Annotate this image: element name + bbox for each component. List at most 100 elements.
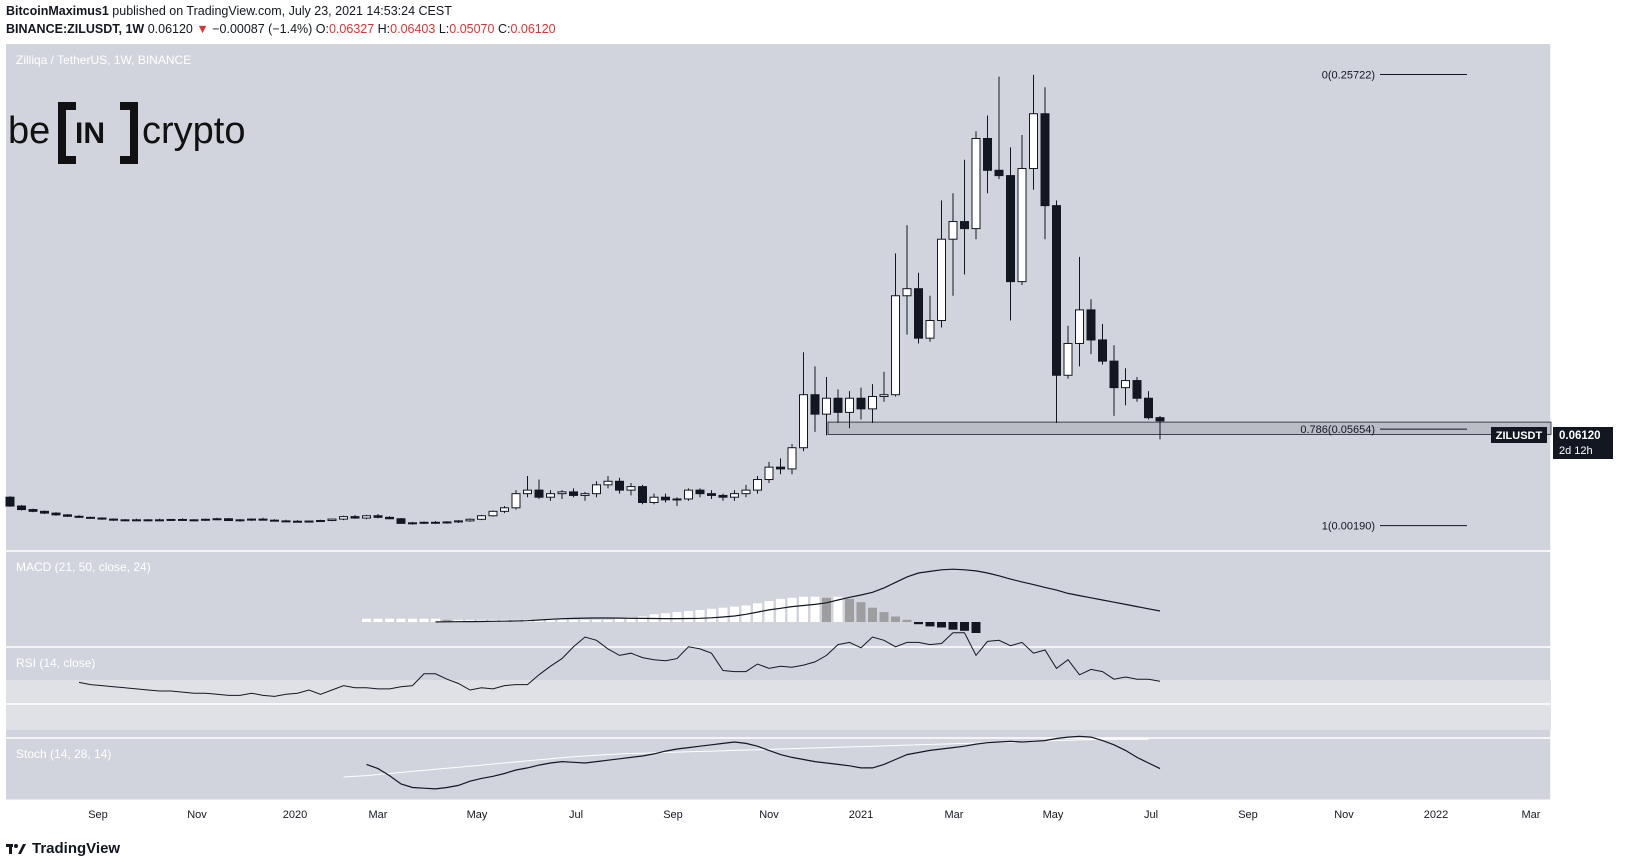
pane-title: Zilliqa / TetherUS, 1W, BINANCE — [16, 53, 191, 67]
price-axis-ticks: 0.26000 0.24000 0.22000 0.20000 0.18000 0.160… — [1560, 65, 1600, 536]
price-tick-label: 0.26000 — [1560, 65, 1600, 77]
macd-hist-bar — [845, 598, 854, 622]
candle-body — [557, 491, 567, 495]
x-tick-label: 2021 — [849, 809, 873, 821]
x-tick-label: Mar — [945, 809, 964, 821]
macd-tick-label: 0.00000 — [1560, 617, 1600, 629]
macd-hist-bar — [580, 619, 590, 622]
candles — [5, 74, 1165, 525]
macd-hist-bar — [960, 622, 969, 631]
candle-body — [86, 516, 95, 519]
x-tick-label: Sep — [663, 809, 683, 821]
candle-body — [419, 521, 429, 524]
candle-body — [833, 397, 843, 413]
macd-hist-bar — [419, 618, 429, 622]
tradingview-logo[interactable]: TradingView — [6, 840, 120, 857]
candle-body — [17, 505, 26, 511]
header-line-2: BINANCE:ZILUSDT, 1W 0.06120 ▼ −0.00087 (… — [6, 22, 556, 36]
macd-hist-bar — [707, 608, 716, 622]
candle-body — [948, 221, 958, 240]
stoch-pane: 50.00 0.00 — [343, 735, 1588, 798]
low-value: 0.05070 — [449, 22, 495, 36]
candle-body — [224, 518, 233, 522]
published-text: published on TradingView.com, July 23, 2… — [112, 4, 452, 18]
becrypto-logo: be IN crypto — [8, 102, 245, 164]
low-label: L: — [438, 22, 450, 36]
price-tick-label: 0.06000 — [1560, 418, 1600, 430]
rsi-title: RSI (14, close) — [16, 656, 95, 670]
candle-body — [695, 489, 705, 495]
macd-hist-bar — [396, 618, 406, 622]
candle-body — [822, 397, 831, 415]
candle-body — [649, 496, 659, 503]
x-tick-label: Sep — [1238, 809, 1258, 821]
candle-body — [155, 519, 164, 522]
macd-title: MACD (21, 50, close, 24) — [16, 560, 151, 574]
candle-body — [1155, 417, 1165, 422]
candle-body — [477, 515, 486, 520]
candle-body — [626, 486, 636, 491]
candle-body — [1132, 380, 1142, 399]
candle-body — [753, 479, 762, 491]
tradingview-logo-text: TradingView — [32, 840, 121, 857]
price-tick-label: 0.18000 — [1560, 206, 1600, 218]
candle-body — [385, 516, 394, 520]
candle-body — [983, 137, 992, 171]
macd-hist-bar — [718, 607, 728, 622]
candle-body — [1098, 339, 1107, 362]
price-tag-bg — [1553, 427, 1613, 459]
candle-body — [442, 521, 452, 524]
macd-hist-bar — [626, 617, 636, 622]
candle-body — [350, 516, 360, 519]
price-tick-label: 0.20000 — [1560, 171, 1600, 183]
candle-body — [373, 515, 383, 518]
candle-body — [787, 447, 797, 470]
candle-body — [40, 510, 49, 514]
close-label: C: — [497, 22, 511, 36]
candle-body — [396, 518, 406, 524]
candle-body — [74, 515, 84, 518]
macd-hist-bar — [592, 619, 601, 622]
candle-body — [925, 319, 935, 339]
macd-hist-bar — [833, 596, 843, 622]
candle-body — [235, 519, 245, 522]
macd-hist-bar — [373, 618, 383, 622]
candle-body — [189, 519, 199, 522]
candle-body — [1086, 309, 1096, 341]
high-label: H: — [377, 22, 391, 36]
macd-hist-bar — [902, 619, 912, 622]
macd-hist-bar — [684, 611, 693, 622]
price-tick-label: 0.22000 — [1560, 135, 1600, 147]
candle-body — [28, 509, 38, 512]
stoch-title: Stoch (14, 28, 14) — [16, 747, 111, 761]
author-name[interactable]: BitcoinMaximus1 — [6, 4, 109, 18]
x-tick-label: 2020 — [283, 809, 307, 821]
countdown: 2d 12h — [1559, 445, 1593, 457]
candle-body — [937, 238, 946, 321]
macd-hist-bar — [799, 596, 808, 622]
candle-body — [1075, 309, 1084, 344]
price-label: ZILUSDT 0.06120 2d 12h — [1491, 427, 1613, 459]
macd-pane: 0.05000 0.00000 — [362, 562, 1600, 633]
change-text: −0.00087 (−1.4%) — [212, 22, 313, 36]
candle-body — [247, 518, 256, 521]
macd-hist-bar — [868, 607, 877, 622]
candle-body — [845, 397, 854, 413]
macd-hist-bar — [971, 622, 981, 633]
x-tick-label: 2022 — [1424, 809, 1448, 821]
candle-body — [1017, 168, 1027, 283]
price-tick-label: 0.00000 — [1560, 524, 1600, 536]
macd-hist-bar — [465, 619, 475, 622]
candle-body — [879, 394, 889, 397]
macd-hist-bar — [546, 619, 555, 622]
candle-body — [293, 520, 302, 523]
candle-body — [1040, 113, 1050, 207]
candle-body — [1144, 397, 1153, 419]
candle-body — [638, 486, 647, 503]
macd-hist-bar — [569, 619, 578, 622]
macd-hist-bar — [856, 602, 866, 622]
macd-hist-bar — [431, 618, 440, 622]
candle-body — [592, 484, 601, 495]
macd-hist-bar — [787, 597, 797, 622]
